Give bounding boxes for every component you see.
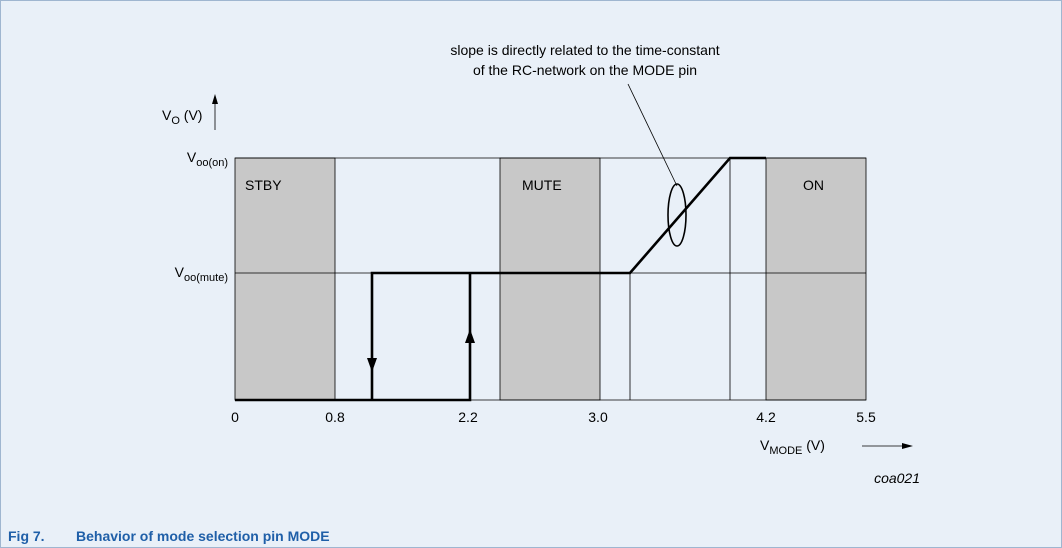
region-box bbox=[765, 157, 867, 401]
region-box bbox=[499, 157, 601, 401]
region-box bbox=[234, 157, 336, 401]
x-tick-label: 4.2 bbox=[756, 409, 776, 425]
x-tick-label: 2.2 bbox=[458, 409, 478, 425]
region-label: MUTE bbox=[522, 177, 562, 193]
arrowhead bbox=[465, 329, 475, 343]
annotation: slope is directly related to the time-co… bbox=[450, 42, 719, 58]
leader-line bbox=[627, 83, 678, 187]
x-tick-label: 0 bbox=[231, 409, 239, 425]
level-label: Voo(on) bbox=[187, 149, 228, 169]
region-label: STBY bbox=[245, 177, 282, 193]
transfer-curve bbox=[235, 156, 766, 402]
region-label: ON bbox=[803, 177, 824, 193]
x-tick-label: 0.8 bbox=[325, 409, 345, 425]
arrowhead bbox=[212, 94, 218, 104]
arrowhead bbox=[367, 358, 377, 372]
annotation: of the RC-network on the MODE pin bbox=[473, 62, 697, 78]
level-label: Voo(mute) bbox=[175, 264, 228, 284]
x-tick-label: 5.5 bbox=[856, 409, 876, 425]
x-tick-label: 3.0 bbox=[588, 409, 608, 425]
caption: Fig 7. Behavior of mode selection pin MOD… bbox=[8, 528, 330, 544]
slope-marker bbox=[667, 183, 687, 247]
arrowhead bbox=[902, 443, 913, 449]
figure-code: coa021 bbox=[874, 470, 920, 486]
y-axis-label: VO (V) bbox=[162, 107, 202, 127]
x-axis-label: VMODE (V) bbox=[760, 437, 825, 457]
